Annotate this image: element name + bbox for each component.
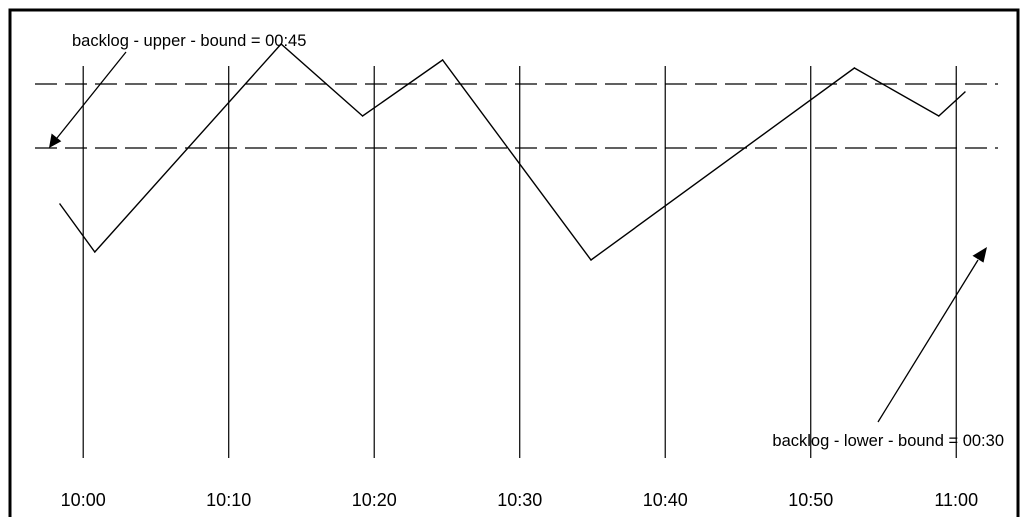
upper-bound-annotation: backlog - upper - bound = 00:45 (49, 32, 306, 148)
reference-lines (35, 83, 998, 149)
data-point-0-6 (853, 67, 856, 69)
lower-bound-arrowhead (972, 247, 987, 263)
data-point-0-4 (441, 59, 444, 61)
x-tick-labels: 10:00 10:10 10:20 10:30 10:40 10:50 11:00 (61, 490, 978, 510)
data-point-0-0 (59, 203, 61, 205)
data-point-0-1 (94, 251, 96, 253)
x-tick-label-1: 10:10 (206, 490, 251, 510)
data-point-0-2 (280, 43, 282, 45)
vertical-gridlines (82, 66, 957, 458)
x-tick-label-6: 11:00 (934, 490, 978, 510)
data-point-0-5 (590, 259, 592, 261)
upper-bound-arrow (56, 51, 127, 139)
lower-bound-label: backlog - lower - bound = 00:30 (772, 432, 1004, 450)
lower-bound-arrow (877, 259, 979, 423)
chart-frame (8, 8, 1020, 517)
data-point-0-8 (964, 91, 966, 93)
data-point-0-3 (361, 115, 364, 117)
x-tick-label-0: 10:00 (61, 490, 106, 510)
x-tick-label-2: 10:20 (352, 490, 397, 510)
upper-bound-label: backlog - upper - bound = 00:45 (72, 32, 306, 50)
upper-bound-arrowhead (49, 133, 62, 148)
series-line-0 (59, 43, 966, 261)
lower-bound-annotation: backlog - lower - bound = 00:30 (772, 247, 1004, 450)
backlog-series (59, 43, 966, 261)
x-tick-label-4: 10:40 (643, 490, 688, 510)
data-point-0-7 (938, 115, 940, 117)
x-tick-label-3: 10:30 (497, 490, 542, 510)
x-tick-label-5: 10:50 (788, 490, 833, 510)
